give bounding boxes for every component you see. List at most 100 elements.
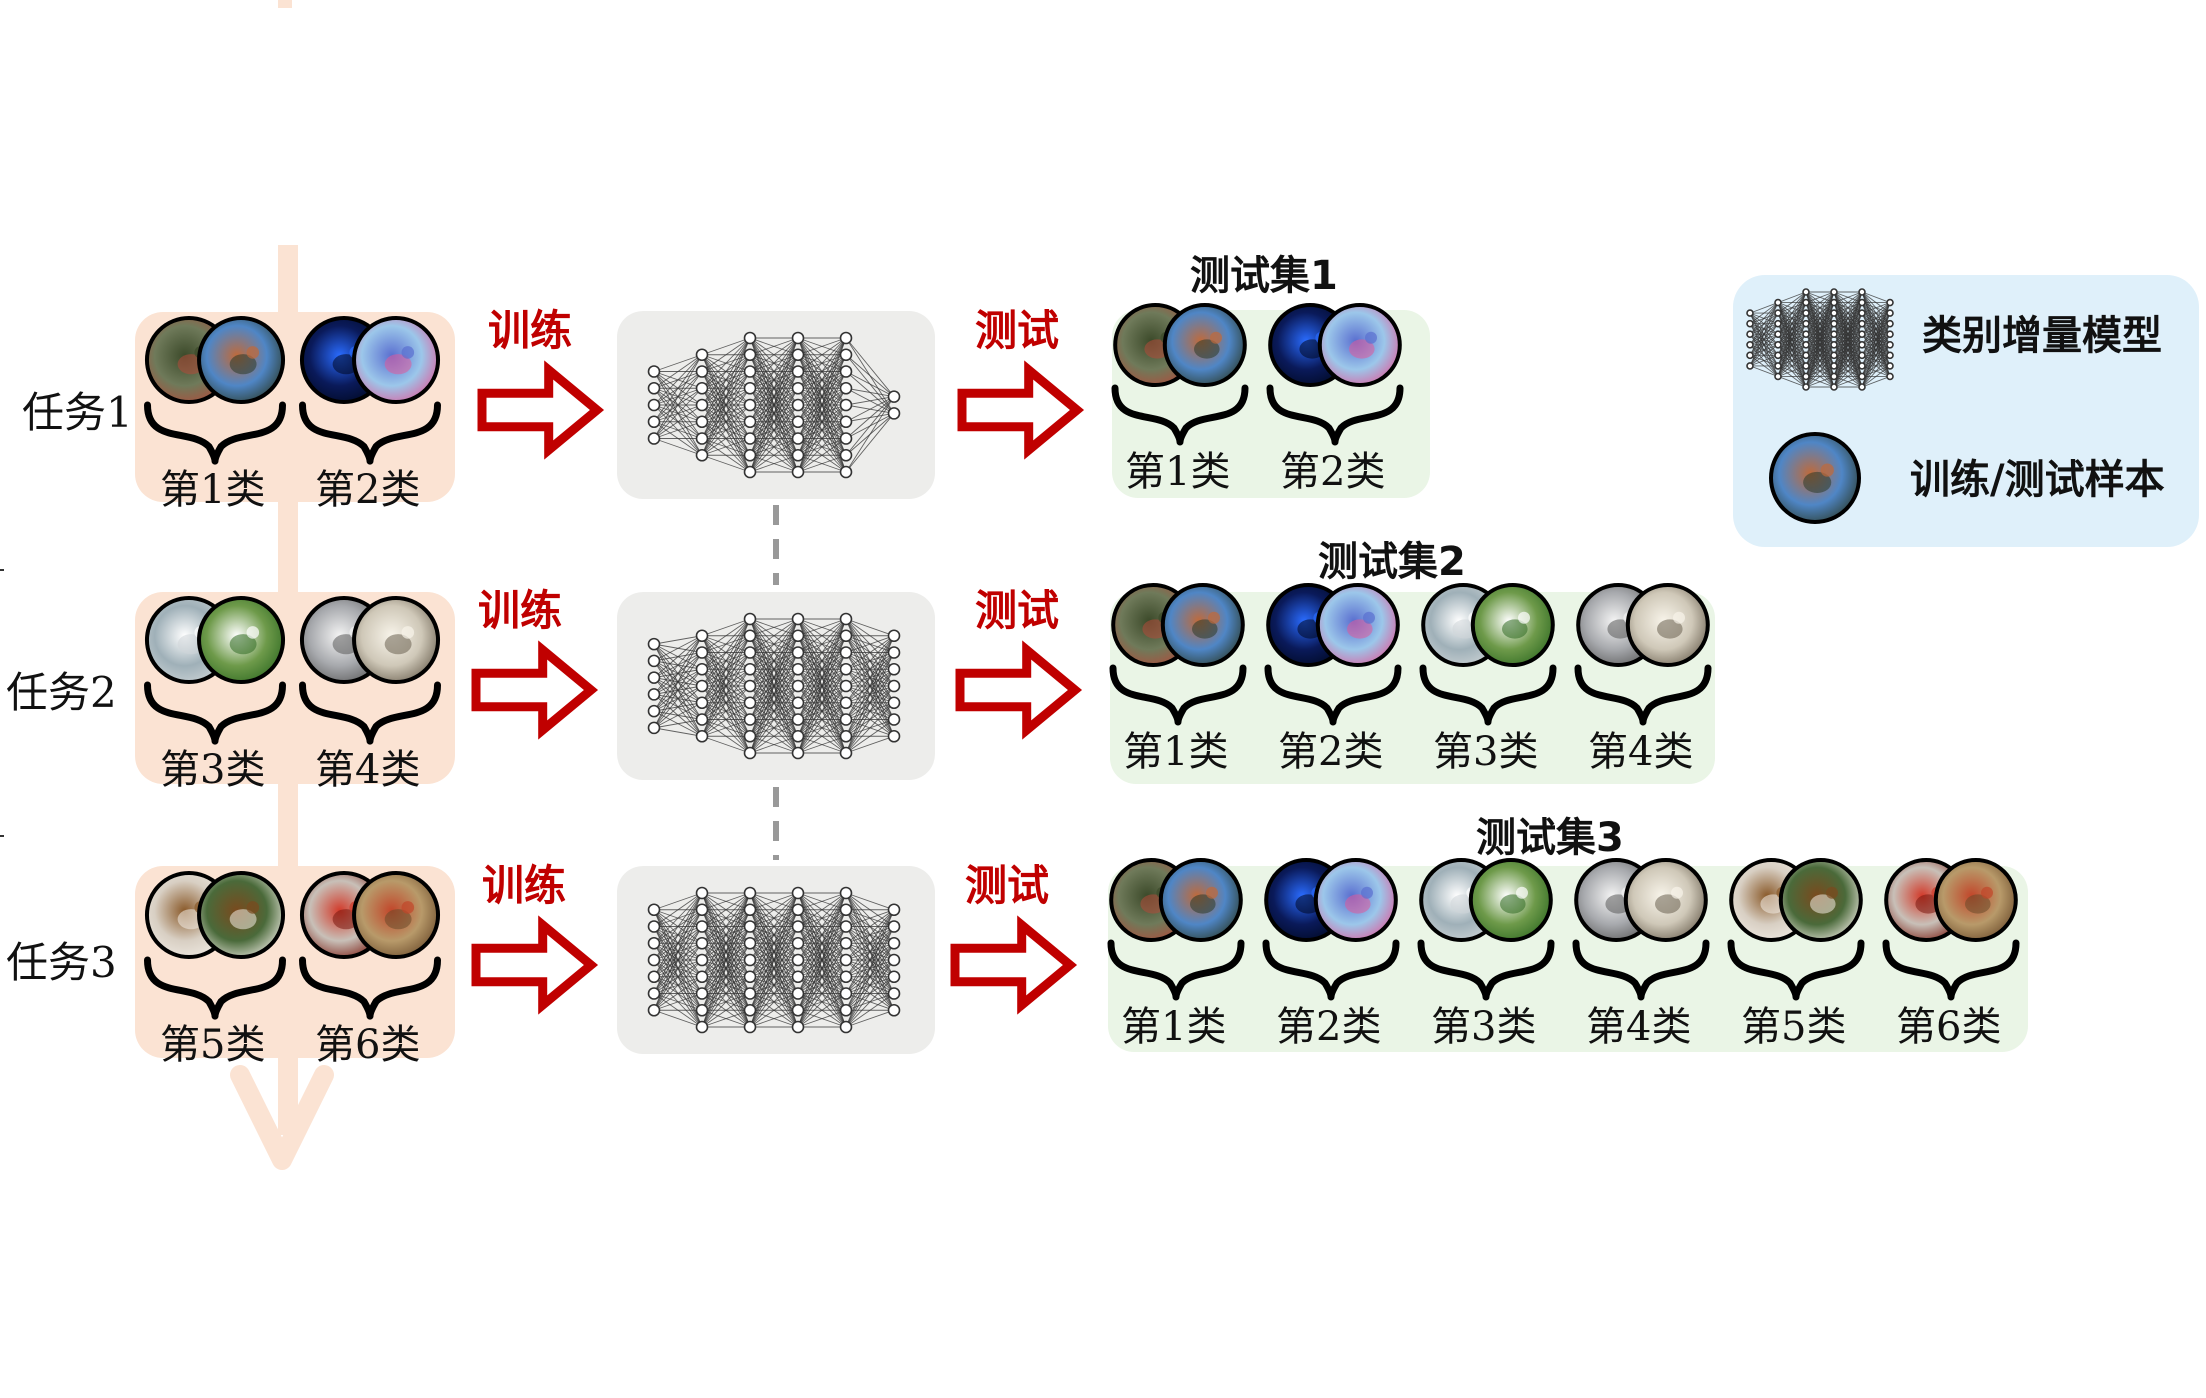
neuron [695, 713, 709, 726]
train-arrow [471, 640, 599, 740]
neuron [791, 448, 805, 462]
neuron [743, 903, 757, 917]
neuron [1746, 340, 1754, 349]
neuron [695, 987, 709, 1000]
neuron [839, 465, 853, 479]
neuron [1802, 319, 1810, 328]
neuron [647, 970, 661, 984]
neuron [1774, 340, 1782, 349]
neuron [791, 629, 805, 643]
neuron [839, 1003, 853, 1017]
neuron [1886, 340, 1894, 349]
goose-photo-icon [1470, 583, 1555, 667]
neuron [839, 432, 853, 445]
neuron [647, 953, 661, 967]
train-class-samples [299, 596, 441, 745]
neuron [887, 729, 901, 743]
neuron [791, 920, 805, 933]
neuron [1802, 372, 1810, 381]
neuron [1746, 362, 1754, 370]
neuron [839, 662, 853, 676]
neuron [791, 365, 805, 378]
brace [144, 956, 286, 1020]
neuron [1886, 362, 1894, 370]
neuron [887, 920, 901, 933]
test-class-label: 第1类 [1125, 449, 1231, 495]
brace [1262, 939, 1400, 1001]
train-class-label: 第5类 [160, 1022, 266, 1068]
neuron [695, 629, 709, 643]
neuron [887, 953, 901, 967]
neuron [791, 398, 805, 412]
neuron [1774, 330, 1782, 339]
goose-photo-icon [1468, 858, 1553, 942]
neuron [839, 679, 853, 693]
neuron [695, 646, 709, 659]
jellyfish-photo-icon [1313, 858, 1398, 942]
neuron [839, 953, 853, 967]
neuron [647, 920, 661, 933]
neuron [1802, 309, 1810, 317]
test-set-title: 测试集2 [1318, 539, 1466, 585]
test-class-samples [1727, 858, 1865, 1001]
neuron [1858, 330, 1866, 339]
neuron [839, 970, 853, 984]
neuron [1886, 309, 1894, 317]
crab-photo-icon [1933, 858, 2018, 942]
brace [1419, 664, 1557, 726]
neuron [743, 465, 757, 479]
neuron [791, 953, 805, 967]
neuron [791, 331, 805, 345]
neuron [791, 662, 805, 676]
neuron [743, 662, 757, 676]
train-class-samples [144, 871, 286, 1020]
task-label: 任务1 [22, 388, 133, 437]
test-class-label: 第3类 [1431, 1004, 1537, 1050]
neuron [695, 662, 709, 676]
neuron [1802, 362, 1810, 370]
neuron [1858, 362, 1866, 370]
neuron [695, 729, 709, 743]
test-set-title: 测试集1 [1190, 253, 1338, 299]
neuron [1774, 319, 1782, 328]
neuron [839, 629, 853, 643]
test-set-title: 测试集3 [1476, 815, 1624, 861]
neuron [791, 612, 805, 626]
task-label: 任务3 [6, 938, 117, 987]
neuron [743, 987, 757, 1000]
task-label: 任务2 [6, 668, 117, 717]
train-label: 训练 [482, 861, 567, 910]
neuron [743, 1020, 757, 1034]
neuron [743, 365, 757, 378]
neuron [839, 331, 853, 345]
neuron [695, 679, 709, 693]
neuron [791, 987, 805, 1000]
neuron [1774, 298, 1782, 307]
neuron [839, 612, 853, 626]
neuron [1886, 372, 1894, 381]
neuron [1774, 309, 1782, 317]
neuron [647, 398, 661, 412]
neuron [743, 746, 757, 760]
neuron [791, 1003, 805, 1017]
neuron [791, 936, 805, 950]
neuron [695, 432, 709, 445]
neuron [743, 1003, 757, 1017]
neuron [839, 936, 853, 950]
test-class-label: 第4类 [1588, 729, 1694, 775]
test-class-label: 第3类 [1433, 729, 1539, 775]
neuron [887, 1003, 901, 1017]
brace [299, 956, 441, 1020]
jellyfish-photo-icon [1315, 583, 1400, 667]
arctic-fox-photo-icon [1623, 858, 1708, 942]
neuron [887, 662, 901, 676]
train-arrow [471, 915, 599, 1015]
neuron [695, 1003, 709, 1017]
brace [299, 681, 441, 745]
neuron [743, 348, 757, 362]
neuron [1886, 330, 1894, 339]
neural-network-icon [647, 886, 901, 1034]
neuron [1858, 309, 1866, 317]
